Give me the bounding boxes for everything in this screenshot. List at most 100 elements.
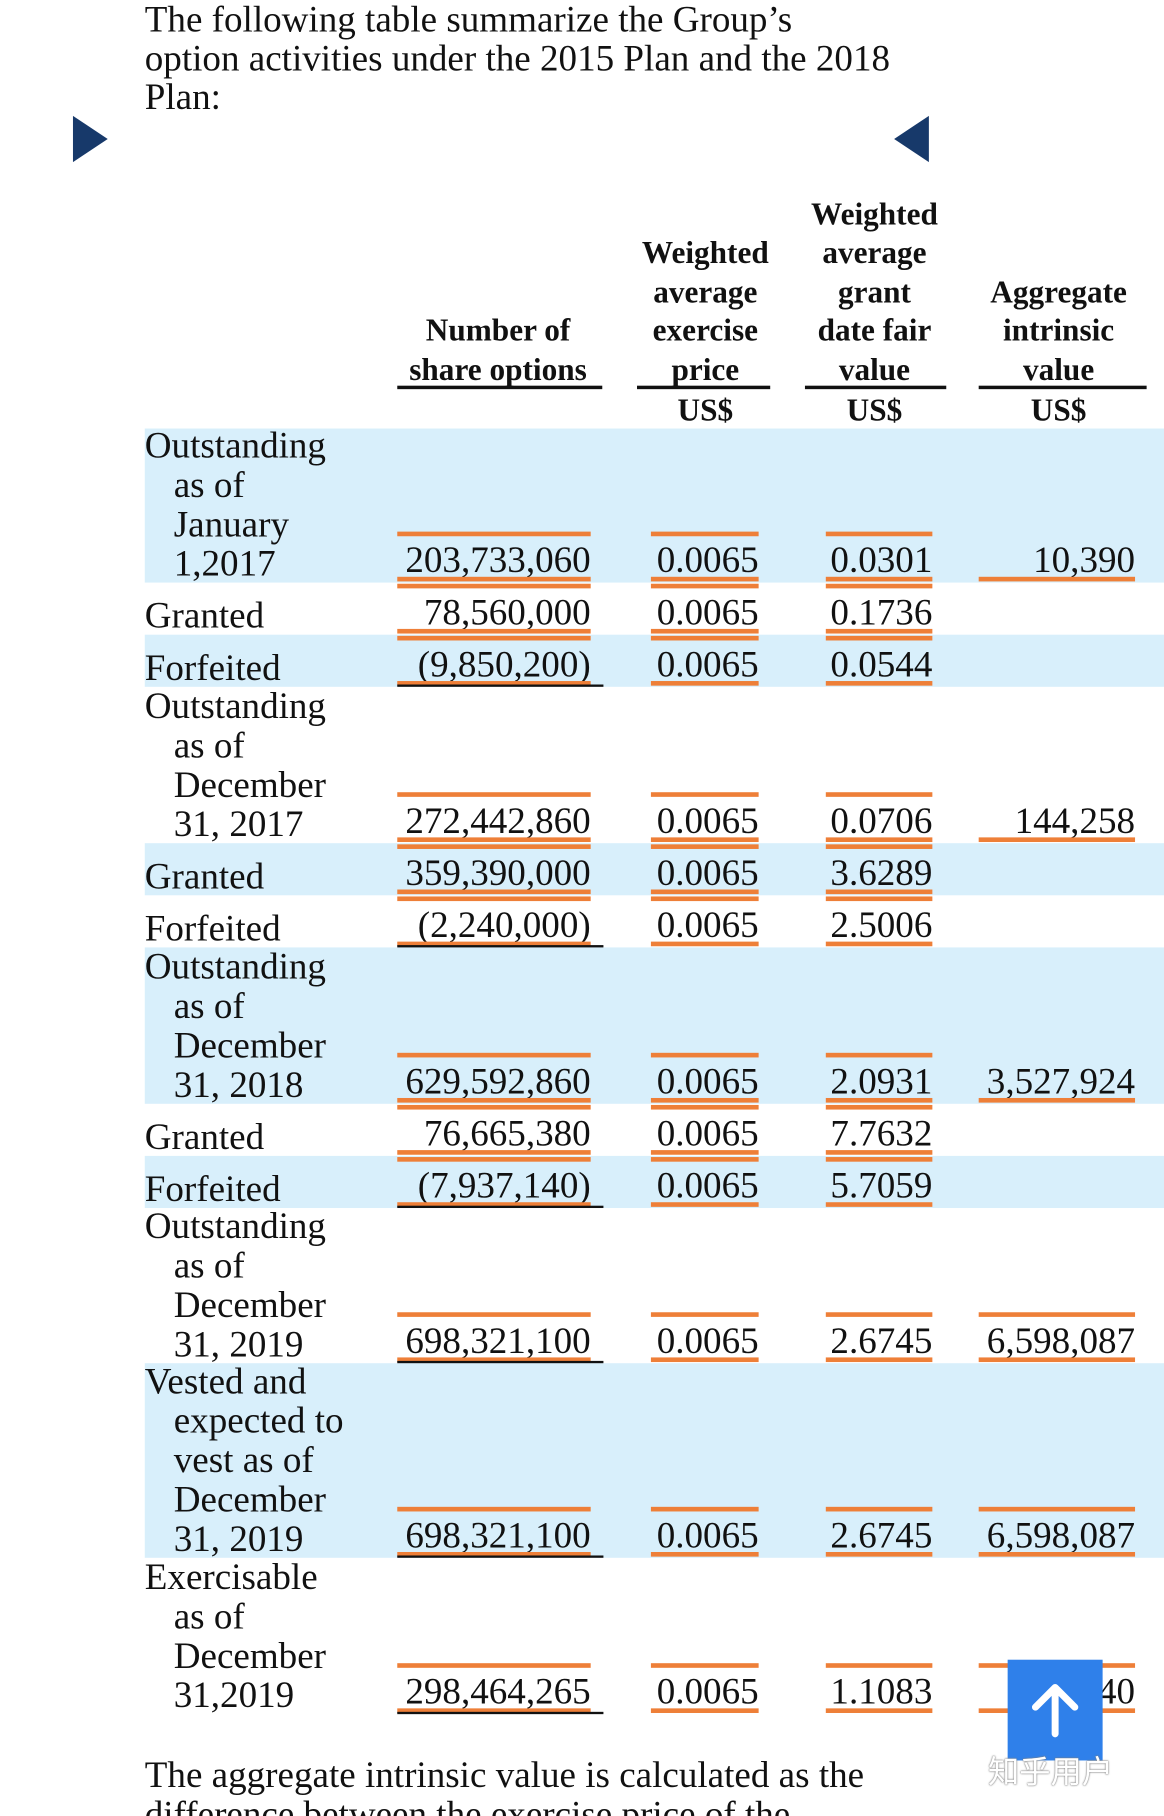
orange-rule (650, 1506, 759, 1512)
cell-value: 0.0065 (656, 903, 759, 946)
cell-value: 0.0065 (656, 1513, 759, 1556)
orange-rule (825, 1663, 933, 1668)
row-band (144, 843, 1164, 896)
cell-value: 0.0065 (656, 1059, 759, 1102)
orange-rule (397, 628, 591, 634)
row-label: 31,2019 (173, 1673, 295, 1716)
scroll-top-button[interactable] (1007, 1659, 1103, 1761)
row-label: 31, 2019 (173, 1517, 304, 1559)
row-label: as of (173, 984, 245, 1027)
orange-rule (825, 1506, 933, 1512)
orange-rule (825, 792, 933, 797)
row-label: as of (173, 463, 245, 505)
row-label: Outstanding (144, 423, 326, 466)
orange-rule (650, 583, 759, 589)
orange-rule (825, 576, 933, 582)
header-rule (397, 385, 603, 390)
prev-arrow[interactable] (894, 115, 929, 163)
cell-value: 0.1736 (830, 590, 933, 633)
orange-rule (650, 1150, 759, 1155)
orange-rule (397, 681, 591, 686)
column-header: Weighted (641, 235, 769, 270)
watermark: 知乎用户 (987, 1754, 1114, 1791)
cell-value: 0.0706 (830, 799, 933, 841)
header-rule (978, 385, 1147, 390)
row-label: 31, 2018 (173, 1063, 304, 1105)
cell-value: 7.7632 (830, 1111, 933, 1154)
orange-rule (650, 531, 759, 537)
orange-rule (397, 844, 591, 849)
row-label: Granted (144, 594, 265, 636)
cell-value: 3.6289 (830, 851, 933, 893)
cell-value: 0.0065 (656, 1670, 759, 1712)
nav-arrows (72, 115, 929, 163)
total-rule (397, 1205, 604, 1209)
cell-value: 2.6745 (830, 1319, 933, 1361)
orange-rule (650, 1312, 759, 1317)
orange-rule (397, 531, 591, 537)
orange-rule (978, 837, 1136, 843)
orange-rule (650, 889, 759, 895)
orange-rule (650, 681, 759, 686)
orange-rule (397, 576, 591, 582)
orange-rule (650, 628, 759, 634)
row-label: Vested and (144, 1359, 307, 1402)
cell-value: 5.7059 (830, 1164, 933, 1206)
column-header: Weighted (811, 196, 938, 232)
cell-value: 0.0065 (656, 590, 759, 633)
cell-value: 698,321,100 (405, 1319, 591, 1361)
orange-rule (397, 1104, 591, 1110)
orange-rule (397, 1202, 591, 1207)
column-header: intrinsic (1002, 312, 1115, 348)
orange-rule (650, 1663, 759, 1668)
orange-rule (825, 681, 933, 686)
orange-rule (825, 1202, 933, 1207)
orange-rule (397, 792, 591, 797)
orange-rule (650, 1552, 759, 1557)
column-header: Number of (425, 312, 571, 348)
footer-line: The aggregate intrinsic value is calcula… (144, 1753, 865, 1796)
cell-value: 0.0065 (656, 1111, 759, 1154)
orange-rule (978, 1312, 1136, 1317)
orange-rule (650, 896, 759, 902)
orange-rule (978, 576, 1136, 582)
column-header: Aggregate (990, 273, 1127, 309)
next-arrow[interactable] (72, 115, 108, 163)
orange-rule (825, 941, 933, 947)
total-rule (397, 1711, 604, 1715)
row-label: vest as of (173, 1438, 314, 1481)
cell-value: 6,598,087 (986, 1319, 1136, 1361)
orange-rule (825, 635, 933, 641)
row-label: expected to (173, 1399, 344, 1441)
orange-rule (397, 1552, 591, 1557)
orange-rule (650, 792, 759, 797)
orange-rule (978, 1097, 1136, 1103)
cell-value: (7,937,140) (417, 1164, 591, 1206)
orange-rule (978, 1506, 1136, 1512)
unit-label: US$ (1030, 392, 1087, 428)
orange-rule (397, 896, 591, 902)
row-label: as of (173, 1594, 245, 1637)
total-rule (397, 1555, 604, 1558)
orange-rule (650, 1357, 759, 1363)
orange-rule (650, 1052, 759, 1058)
intro-line: Plan: (144, 75, 221, 117)
cell-value: 203,733,060 (405, 538, 591, 581)
orange-rule (650, 1104, 759, 1110)
cell-value: 0.0065 (656, 642, 759, 685)
orange-rule (650, 1202, 759, 1207)
orange-rule (397, 837, 591, 843)
cell-value: 144,258 (1014, 799, 1136, 841)
orange-rule (650, 1097, 759, 1103)
row-band (144, 634, 1164, 687)
row-band (144, 947, 1164, 1104)
orange-rule (825, 1552, 933, 1557)
row-band (144, 428, 1164, 583)
orange-rule (397, 1506, 591, 1512)
row-label: 31, 2019 (173, 1322, 304, 1365)
row-label: Forfeited (144, 1167, 281, 1210)
orange-rule (825, 583, 933, 589)
row-label: 31, 2017 (173, 802, 304, 845)
cell-value: 1.1083 (830, 1670, 933, 1712)
